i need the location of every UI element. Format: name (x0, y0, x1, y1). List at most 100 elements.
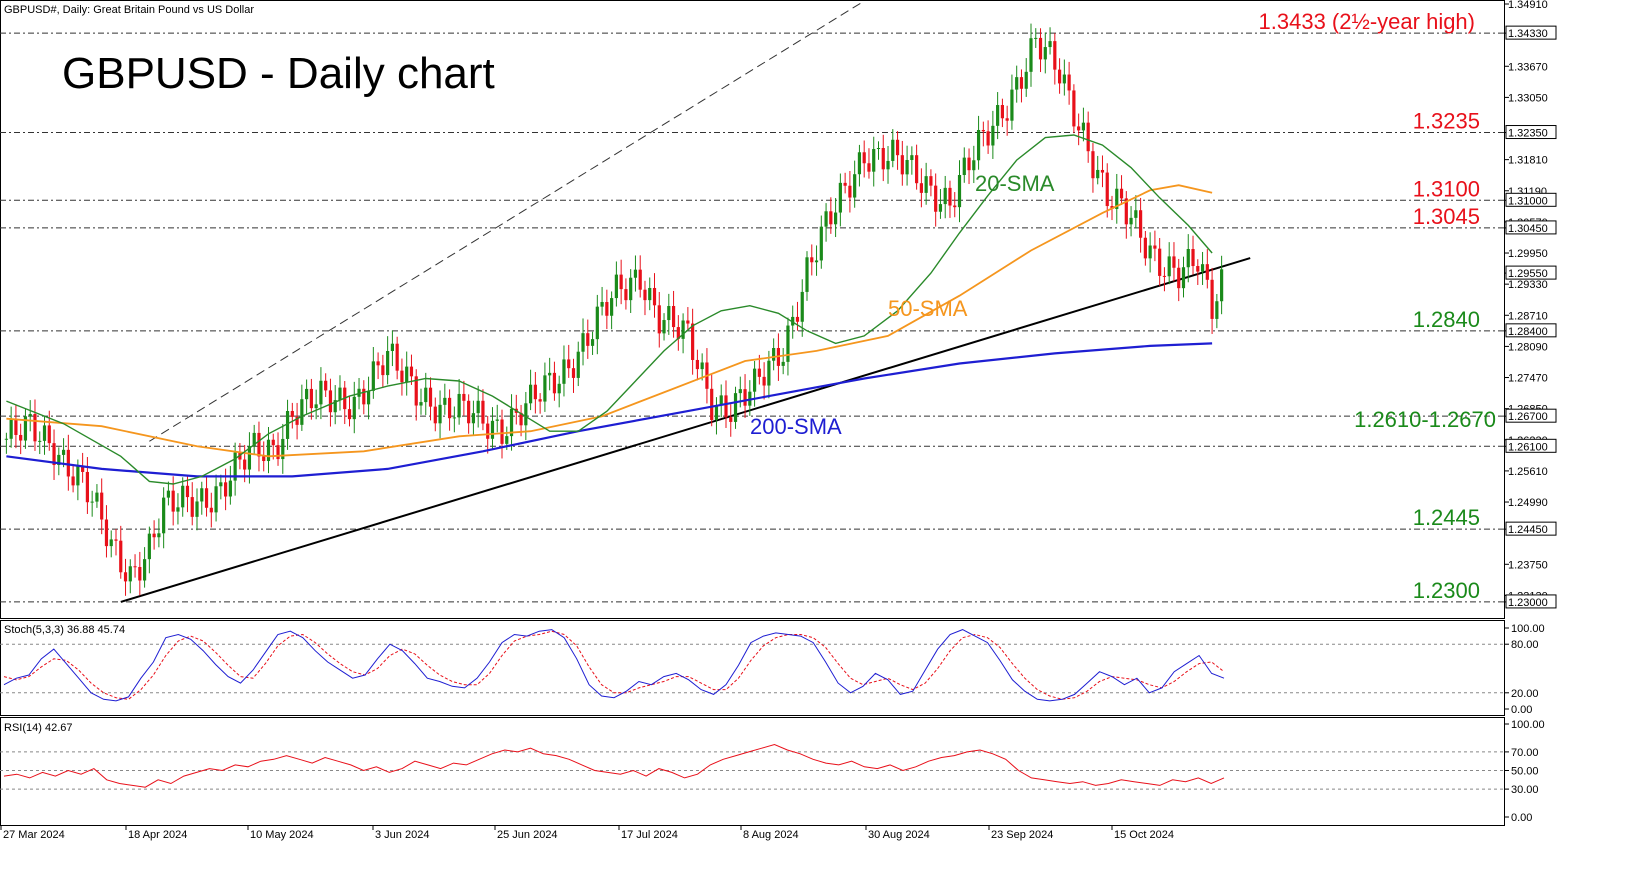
price-tick-label: 1.28710 (1508, 310, 1548, 322)
candle-body (171, 490, 175, 512)
candle-body (543, 375, 547, 402)
candle-body (915, 155, 919, 184)
candle-body (262, 456, 266, 462)
candle-body (900, 155, 904, 175)
level-label: 1.3100 (1413, 176, 1480, 201)
price-tick-label: 1.24990 (1508, 497, 1548, 509)
candle-body (819, 226, 823, 261)
candle-body (996, 105, 1000, 126)
series-label: 20-SMA (975, 171, 1055, 196)
candle-body (762, 376, 766, 386)
candle-body (986, 131, 990, 146)
candle-body (1081, 122, 1086, 131)
candle-body (467, 400, 471, 424)
candle-body (1115, 188, 1119, 209)
candle-body (1119, 188, 1124, 199)
price-tick-label: 1.33050 (1508, 92, 1548, 104)
price-tick-box (1505, 220, 1557, 235)
date-tick-label: 18 Apr 2024 (128, 829, 187, 841)
candle-body (428, 387, 433, 407)
candle-body (200, 488, 204, 502)
candle-body (71, 476, 75, 486)
candle-body (95, 492, 99, 502)
candle-body (1067, 74, 1071, 91)
price-tick-box (1505, 594, 1557, 609)
candle-body (357, 388, 361, 397)
candle-body (600, 302, 604, 307)
candle-body (176, 507, 180, 512)
candle-body (305, 388, 309, 400)
candle-body (981, 129, 985, 132)
candle-body (33, 414, 37, 442)
candle-body (104, 519, 109, 547)
candle-body (1057, 69, 1062, 84)
candle-body (147, 533, 151, 560)
symbol-header: GBPUSD#, Daily: Great Britain Pound vs U… (4, 4, 254, 16)
price-tick-box (1505, 25, 1557, 40)
sma20-line (6, 134, 1213, 485)
candle-body (1048, 41, 1052, 48)
candle-body (1172, 256, 1176, 268)
candle-body (495, 419, 499, 421)
candle-body (1181, 267, 1186, 289)
osc-tick-label: 50.00 (1511, 766, 1539, 778)
price-tick-label: 1.34330 (1508, 28, 1548, 40)
candle-body (228, 480, 232, 497)
candle-body (47, 425, 51, 444)
candle-body (1143, 237, 1147, 259)
candle-body (219, 482, 223, 487)
candle-body (424, 387, 428, 403)
candle-body (1167, 256, 1171, 277)
candle-body (624, 289, 628, 301)
candle-body (619, 274, 623, 290)
candle-body (1015, 77, 1019, 90)
candle-body (1129, 217, 1133, 225)
price-tick-label: 1.31000 (1508, 195, 1548, 207)
candle-body (324, 380, 328, 391)
candle-body (500, 419, 504, 444)
candle-body (919, 183, 923, 193)
candle-body (276, 445, 280, 460)
price-tick-box (1505, 408, 1557, 423)
candle-body (586, 333, 590, 346)
candle-body (1043, 47, 1047, 60)
candle-body (638, 269, 642, 290)
stoch-title: Stoch(5,3,3) 36.88 45.74 (4, 624, 125, 636)
candle-body (309, 388, 313, 409)
candle-body (185, 485, 190, 498)
osc-tick-label: 80.00 (1511, 639, 1539, 651)
date-tick-label: 30 Aug 2024 (868, 829, 930, 841)
date-axis: 27 Mar 2024 18 Apr 2024 10 May 2024 3 Jun 2… (0, 826, 1174, 841)
level-labels: 1.3433 (2½-year high) 1.3235 1.3100 1.3045 1… (750, 9, 1496, 603)
candle-body (681, 320, 685, 339)
candle-body (42, 425, 47, 441)
candle-body (1010, 89, 1014, 121)
candle-body (562, 359, 566, 384)
candle-body (576, 351, 580, 378)
candle-body (128, 566, 132, 582)
price-tick-label: 1.29330 (1508, 279, 1548, 291)
candle-body (876, 148, 881, 150)
candle-body (1148, 245, 1152, 259)
price-tick-label: 1.26700 (1508, 411, 1548, 423)
candle-body (509, 408, 514, 437)
candle-body (557, 383, 561, 394)
price-tick-label: 1.27470 (1508, 373, 1548, 385)
osc-tick-label: 20.00 (1511, 688, 1539, 700)
rsi-pane: 100.00 70.00 50.00 30.00 0.00 (0, 719, 1545, 824)
candle-body (1005, 118, 1009, 121)
candle-body (800, 291, 804, 322)
candle-body (400, 370, 404, 383)
date-tick-label: 17 Jul 2024 (621, 829, 678, 841)
candle-body (629, 277, 633, 301)
candle-body (1134, 210, 1138, 218)
candle-body (390, 343, 394, 352)
candle-body (252, 432, 256, 447)
candle-body (729, 417, 733, 422)
lower-trendline (120, 257, 1251, 603)
candle-body (686, 320, 690, 324)
candle-body (457, 393, 461, 418)
date-tick-label: 15 Oct 2024 (1114, 829, 1174, 841)
candle-body (552, 372, 557, 394)
